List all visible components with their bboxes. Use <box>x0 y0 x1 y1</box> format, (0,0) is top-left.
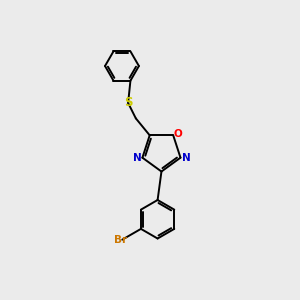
Text: O: O <box>173 129 182 139</box>
Text: S: S <box>124 97 132 110</box>
Text: Br: Br <box>114 235 127 245</box>
Text: N: N <box>133 154 141 164</box>
Text: N: N <box>182 154 190 164</box>
